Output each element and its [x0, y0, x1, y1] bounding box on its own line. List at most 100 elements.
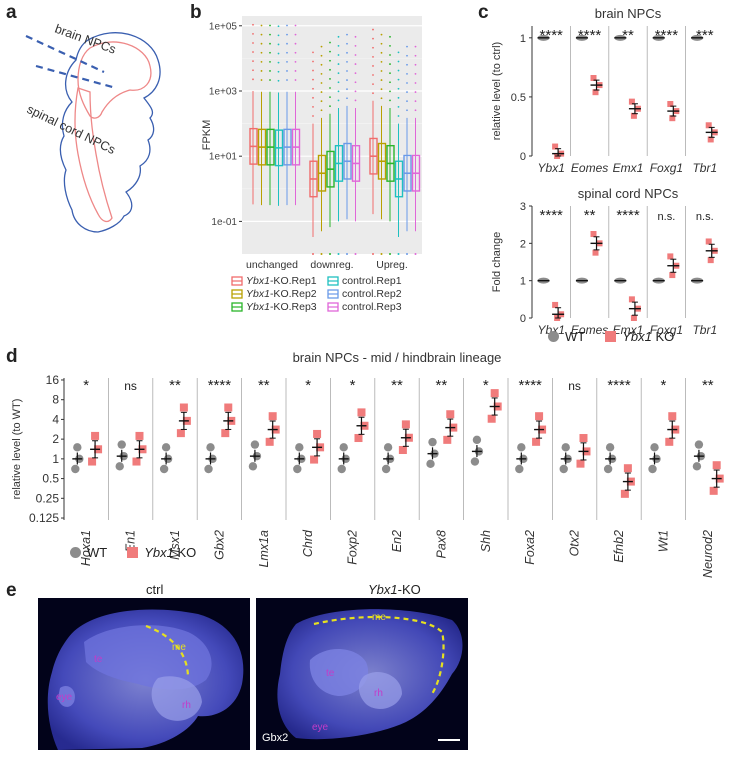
significance-label: ** — [622, 27, 634, 44]
outlier-point — [277, 79, 280, 82]
outlier-point — [380, 51, 383, 54]
ko-point — [552, 301, 559, 308]
spinal-npc-outline — [74, 87, 113, 223]
outlier-point — [269, 42, 271, 45]
outlier-point — [312, 253, 314, 255]
ko-point — [398, 446, 407, 455]
outlier-point — [354, 253, 357, 255]
outlier-point — [389, 54, 391, 56]
legend-label: control.Rep1 — [342, 275, 402, 287]
ko-point — [179, 403, 188, 412]
embryo-outline — [59, 32, 161, 233]
svg-text:eye: eye — [312, 722, 329, 733]
outlier-point — [329, 87, 331, 89]
outlier-point — [397, 69, 400, 72]
y-tick-label: 1e+05 — [209, 21, 238, 32]
ko-point — [135, 431, 144, 440]
svg-text:me: me — [172, 642, 186, 653]
gene-label: Foxp2 — [346, 530, 360, 565]
outlier-point — [414, 100, 417, 103]
ko-point — [401, 420, 410, 429]
outlier-point — [406, 109, 408, 112]
significance-label: ** — [702, 377, 714, 394]
svg-text:rh: rh — [374, 688, 383, 699]
outlier-point — [414, 63, 417, 66]
panel-letter-e: e — [6, 580, 17, 601]
ko-point — [712, 461, 721, 470]
ko-section-drawing: me te rh eye — [277, 609, 463, 741]
significance-label: ** — [169, 377, 181, 394]
outlier-point — [294, 51, 297, 54]
outlier-point — [260, 70, 263, 72]
ko-legend-suffix-d: KO — [173, 545, 197, 560]
ko-point — [630, 112, 637, 119]
outlier-point — [346, 61, 348, 63]
ko-point — [628, 98, 635, 105]
svg-text:te: te — [94, 654, 103, 665]
y-tick-label: 1e+01 — [209, 152, 238, 163]
y-tick-label: 0.5 — [511, 92, 526, 104]
outlier-point — [252, 42, 254, 44]
ko-point — [592, 249, 599, 256]
y-tick-label: 1 — [520, 33, 526, 45]
outlier-point — [397, 60, 400, 63]
outlier-point — [372, 28, 374, 31]
outlier-point — [389, 253, 391, 255]
gene-label: Pax8 — [434, 530, 448, 559]
panel-d-legend: WT Ybx1 KO — [70, 545, 196, 560]
gene-label: Hoxa1 — [79, 530, 93, 566]
wt-legend-label: WT — [565, 329, 586, 344]
chart-title: brain NPCs - mid / hindbrain lineage — [293, 350, 502, 365]
ctrl-label: ctrl — [146, 582, 164, 597]
chart-title: spinal cord NPCs — [578, 186, 679, 201]
gene-label: Ybx1 — [538, 161, 565, 175]
ko-point — [628, 296, 635, 303]
ko-point — [487, 414, 496, 423]
y-tick-label: 1e-01 — [211, 217, 237, 228]
significance-label: n.s. — [658, 211, 676, 223]
outlier-point — [269, 79, 271, 81]
outlier-point — [354, 81, 357, 84]
outlier-point — [346, 33, 348, 36]
legend-label: Ybx1-KO.Rep1 — [246, 275, 317, 287]
ko-legend-suffix: KO — [651, 329, 675, 344]
outlier-point — [397, 115, 400, 117]
outlier-point — [329, 105, 331, 108]
y-tick-label: 2 — [520, 238, 526, 250]
ko-point — [669, 115, 676, 122]
outlier-point — [354, 35, 357, 38]
outlier-point — [372, 55, 374, 58]
outlier-point — [320, 63, 323, 66]
ko-point — [265, 437, 274, 446]
outlier-point — [312, 96, 314, 99]
outlier-point — [294, 24, 297, 27]
gene-label: Msx1 — [168, 530, 182, 560]
ko-point — [224, 403, 233, 412]
y-tick-label: 1 — [520, 276, 526, 288]
outlier-point — [277, 43, 280, 46]
outlier-point — [406, 72, 408, 75]
gene-label: Gbx2 — [212, 530, 226, 560]
outlier-point — [277, 61, 280, 64]
gene-label: Foxg1 — [650, 161, 683, 175]
ko-point — [91, 431, 100, 440]
outlier-point — [277, 34, 280, 37]
outlier-point — [354, 54, 357, 56]
wt-point — [71, 464, 80, 474]
outlier-point — [260, 60, 263, 63]
outlier-point — [380, 33, 383, 36]
wt-point — [73, 443, 82, 452]
wt-point — [694, 440, 704, 449]
outlier-point — [372, 65, 374, 67]
gene-label: En1 — [124, 530, 138, 552]
y-tick-label: 4 — [52, 412, 59, 426]
significance-label: * — [483, 377, 489, 394]
wt-point — [206, 443, 215, 452]
outlier-point — [406, 100, 408, 103]
significance-label: ns — [568, 379, 581, 393]
outlier-point — [337, 90, 340, 93]
wt-point — [426, 459, 435, 469]
significance-label: n.s. — [696, 211, 714, 223]
outlier-point — [269, 60, 271, 63]
